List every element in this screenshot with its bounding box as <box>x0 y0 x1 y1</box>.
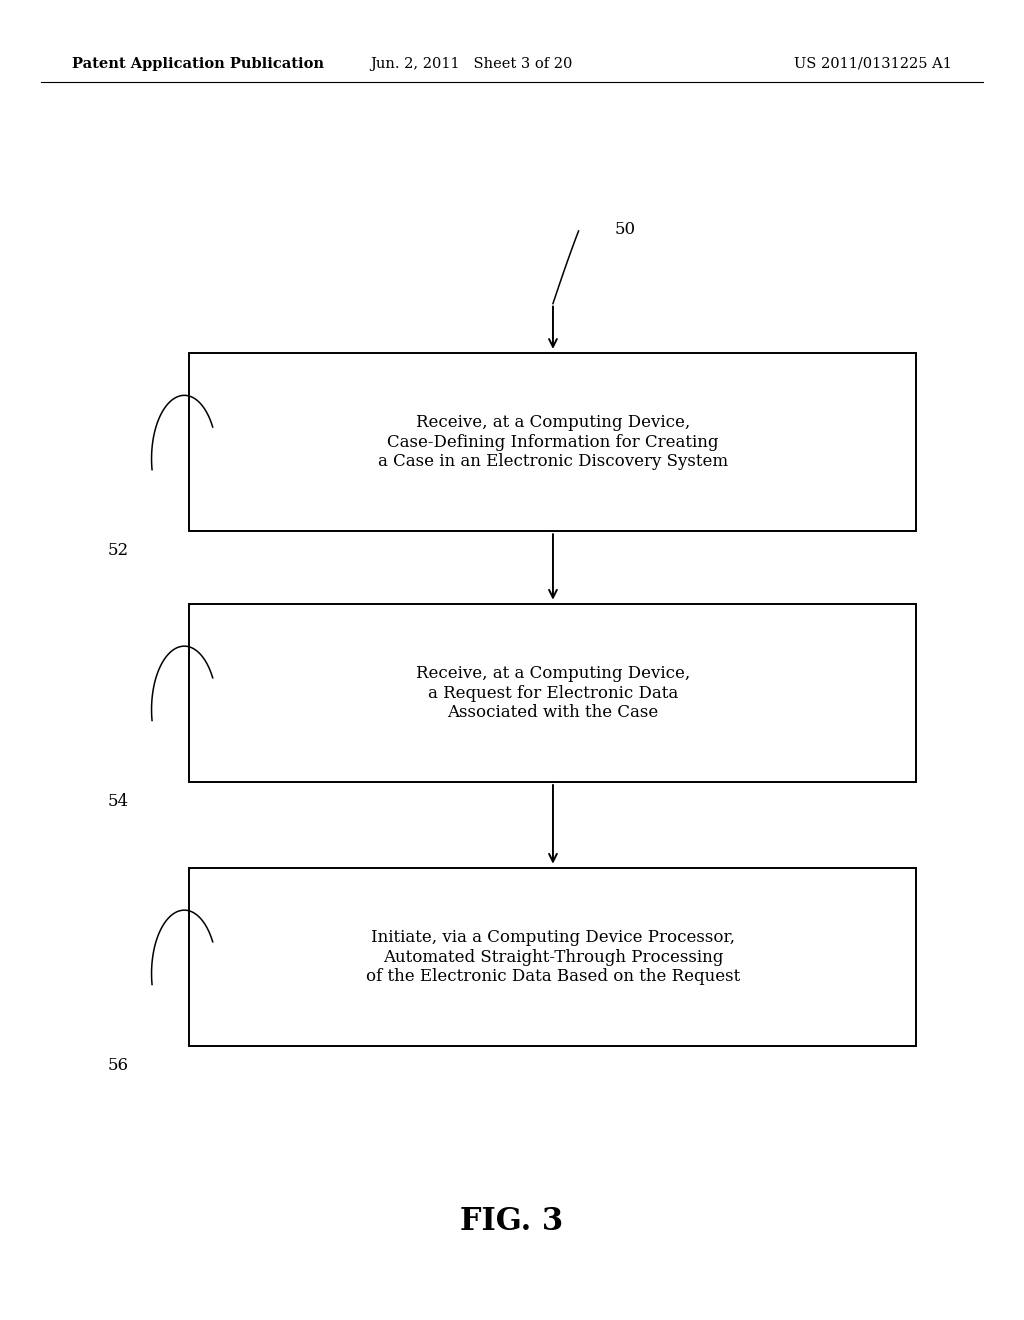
Text: Jun. 2, 2011   Sheet 3 of 20: Jun. 2, 2011 Sheet 3 of 20 <box>370 57 572 71</box>
Bar <box>189 605 916 781</box>
Bar <box>189 869 916 1045</box>
Text: Initiate, via a Computing Device Processor,
Automated Straight-Through Processin: Initiate, via a Computing Device Process… <box>366 929 740 985</box>
Bar <box>189 352 916 531</box>
Text: US 2011/0131225 A1: US 2011/0131225 A1 <box>795 57 952 71</box>
Text: 52: 52 <box>108 541 128 558</box>
Text: FIG. 3: FIG. 3 <box>461 1205 563 1237</box>
Text: 50: 50 <box>614 220 636 238</box>
Text: Receive, at a Computing Device,
Case-Defining Information for Creating
a Case in: Receive, at a Computing Device, Case-Def… <box>378 414 728 470</box>
Text: Receive, at a Computing Device,
a Request for Electronic Data
Associated with th: Receive, at a Computing Device, a Reques… <box>416 665 690 721</box>
Text: 56: 56 <box>108 1056 128 1073</box>
Text: 54: 54 <box>108 792 128 809</box>
Text: Patent Application Publication: Patent Application Publication <box>72 57 324 71</box>
